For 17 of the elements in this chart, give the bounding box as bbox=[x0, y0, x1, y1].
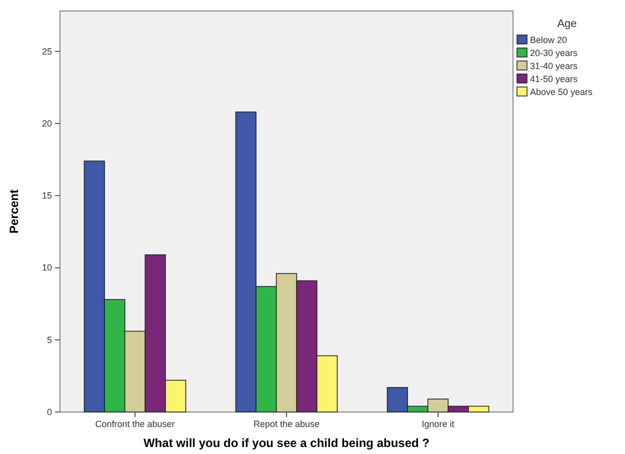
y-tick-label: 25 bbox=[42, 46, 52, 56]
y-axis-title: Percent bbox=[7, 189, 21, 234]
legend-label: 20-30 years bbox=[530, 48, 578, 58]
legend-title: Age bbox=[557, 18, 577, 30]
legend-label: 41-50 years bbox=[530, 74, 578, 84]
x-tick-label: Confront the abuser bbox=[95, 419, 175, 429]
y-tick-label: 20 bbox=[42, 118, 52, 128]
y-tick-label: 15 bbox=[42, 190, 52, 201]
y-tick-label: 0 bbox=[46, 406, 52, 417]
x-tick-label: Ignore it bbox=[422, 419, 455, 429]
x-tick-label: Repot the abuse bbox=[253, 419, 320, 429]
legend-label: 31-40 years bbox=[530, 61, 578, 71]
x-axis-title: What will you do if you see a child being abused ? bbox=[143, 436, 430, 450]
legend-label: Below 20 bbox=[530, 35, 568, 45]
y-tick-label: 5 bbox=[46, 334, 52, 345]
legend-label: Above 50 years bbox=[530, 87, 594, 97]
y-tick-label: 10 bbox=[42, 262, 52, 273]
